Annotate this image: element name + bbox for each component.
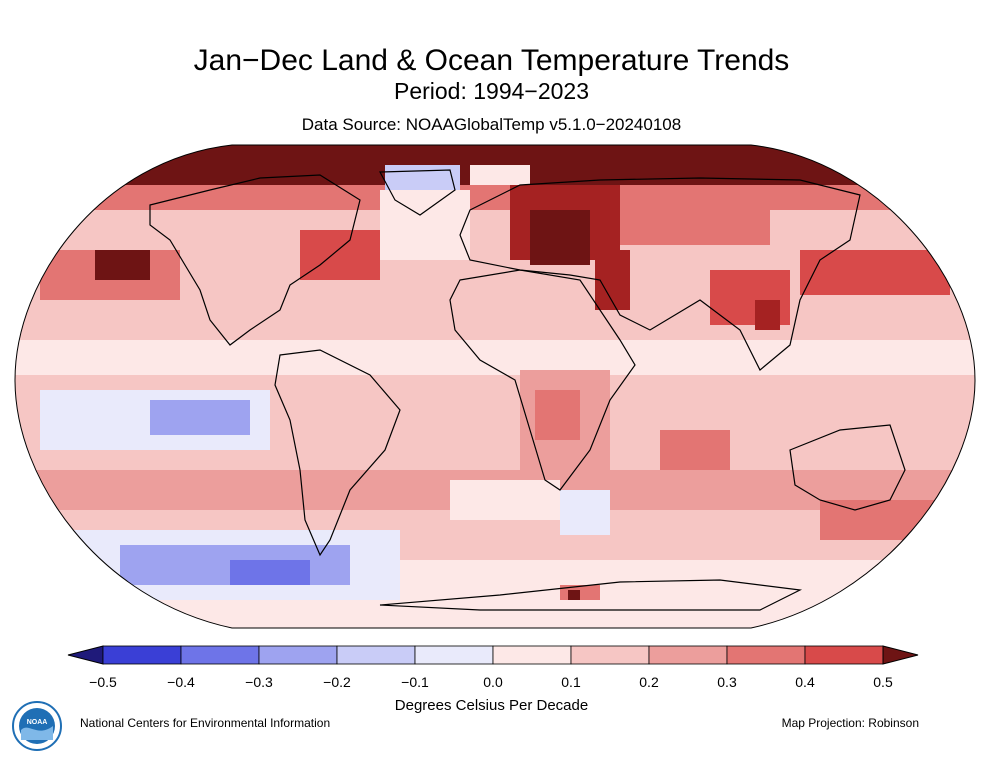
noaa-logo-icon: NOAA bbox=[12, 701, 62, 751]
europe-asia-outline bbox=[459, 177, 861, 371]
colorbar-tick-label: −0.4 bbox=[167, 674, 195, 690]
australia-outline bbox=[789, 424, 906, 511]
colorbar-cell bbox=[570, 645, 650, 665]
greenland-outline bbox=[379, 169, 456, 216]
organization-name: National Centers for Environmental Infor… bbox=[80, 716, 331, 730]
colorbar-max-arrow bbox=[882, 645, 919, 665]
colorbar-cells bbox=[67, 645, 919, 665]
africa-outline bbox=[449, 269, 636, 491]
colorbar-cell bbox=[726, 645, 806, 665]
north-america-outline bbox=[149, 174, 361, 346]
coastlines bbox=[149, 169, 906, 611]
map-subtitle: Period: 1994−2023 bbox=[393, 78, 590, 104]
colorbar-cell bbox=[180, 645, 260, 665]
colorbar-tick-label: 0.5 bbox=[873, 674, 893, 690]
logo-label: NOAA bbox=[27, 719, 48, 726]
data-source: Data Source: NOAAGlobalTemp v5.1.0−20240… bbox=[301, 115, 682, 134]
colorbar-tick-label: −0.2 bbox=[323, 674, 351, 690]
colorbar-cell bbox=[336, 645, 416, 665]
colorbar-tick-label: 0.0 bbox=[483, 674, 503, 690]
colorbar-tick-label: 0.4 bbox=[795, 674, 815, 690]
colorbar-units: Degrees Celsius Per Decade bbox=[394, 697, 589, 714]
colorbar-tick-label: 0.3 bbox=[717, 674, 737, 690]
colorbar-min-arrow bbox=[67, 645, 104, 665]
colorbar-cell bbox=[804, 645, 884, 665]
map-projection-label: Map Projection: Robinson bbox=[781, 716, 919, 730]
map-title: Jan−Dec Land & Ocean Temperature Trends bbox=[193, 44, 790, 77]
colorbar-cell bbox=[258, 645, 338, 665]
colorbar-cell bbox=[648, 645, 728, 665]
colorbar-cell bbox=[102, 645, 182, 665]
colorbar-cell bbox=[492, 645, 572, 665]
colorbar-tick-label: 0.1 bbox=[561, 674, 581, 690]
colorbar-tick-label: 0.2 bbox=[639, 674, 659, 690]
colorbar-tick-label: −0.5 bbox=[89, 674, 117, 690]
colorbar-tick-label: −0.3 bbox=[245, 674, 273, 690]
colorbar-tick-label: −0.1 bbox=[401, 674, 429, 690]
colorbar-cell bbox=[414, 645, 494, 665]
south-america-outline bbox=[274, 349, 401, 557]
map-border bbox=[14, 144, 976, 629]
antarctica-outline bbox=[379, 579, 803, 611]
